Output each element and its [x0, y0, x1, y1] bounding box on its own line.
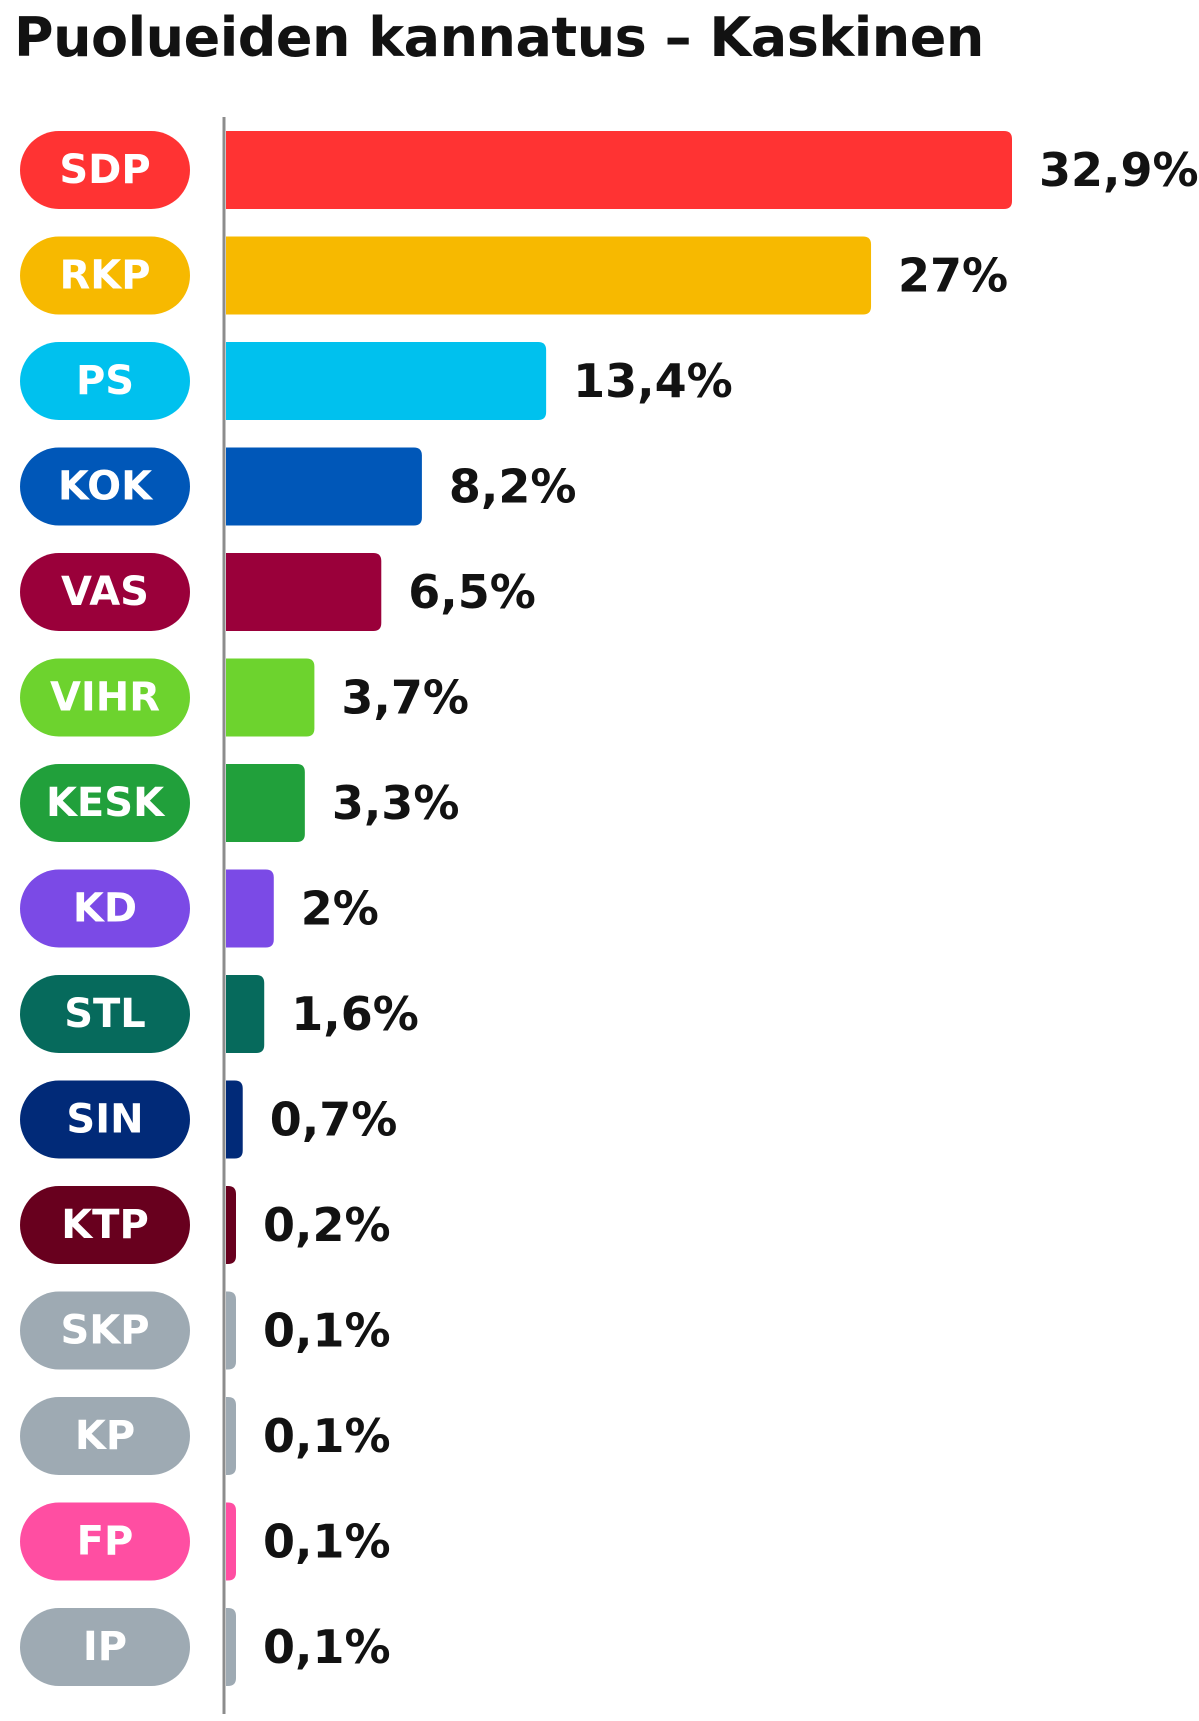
value-label-vihr: 3,7%	[341, 671, 469, 725]
category-label-kd: KD	[73, 886, 137, 932]
category-label-ps: PS	[76, 358, 134, 404]
bar-stl	[226, 975, 265, 1053]
category-pill-kesk	[20, 764, 190, 842]
category-pill-kd	[20, 869, 190, 948]
value-label-ktp: 0,2%	[263, 1198, 391, 1252]
bar-sdp	[226, 131, 1012, 209]
category-label-vihr: VIHR	[50, 675, 160, 721]
category-pill-kp	[20, 1397, 190, 1475]
chart-title: Puolueiden kannatus – Kaskinen	[14, 6, 984, 69]
bar-kp	[226, 1397, 236, 1475]
bar-ps	[226, 342, 547, 420]
bar-vas	[226, 553, 382, 631]
bar-skp	[226, 1291, 236, 1370]
bar-ip	[226, 1608, 236, 1686]
category-label-ktp: KTP	[61, 1202, 149, 1248]
bar-kesk	[226, 764, 305, 842]
category-label-ip: IP	[83, 1624, 127, 1670]
category-pill-ktp	[20, 1186, 190, 1264]
bar-kd	[226, 869, 274, 948]
category-pill-kok	[20, 447, 190, 526]
value-label-kp: 0,1%	[263, 1409, 391, 1463]
category-pill-stl	[20, 975, 190, 1053]
category-label-rkp: RKP	[59, 253, 150, 299]
category-pill-ps	[20, 342, 190, 420]
bar-sin	[226, 1080, 243, 1159]
value-label-vas: 6,5%	[408, 565, 536, 619]
category-pill-rkp	[20, 236, 190, 315]
bar-rkp	[226, 236, 872, 315]
category-label-kp: KP	[75, 1413, 135, 1459]
category-pill-ip	[20, 1608, 190, 1686]
category-pill-vas	[20, 553, 190, 631]
category-label-skp: SKP	[60, 1308, 149, 1354]
bar-kok	[226, 447, 422, 526]
value-label-skp: 0,1%	[263, 1304, 391, 1358]
category-label-kesk: KESK	[46, 780, 166, 826]
category-pill-sin	[20, 1080, 190, 1159]
bar-vihr	[226, 658, 315, 737]
category-pill-fp	[20, 1502, 190, 1581]
category-label-fp: FP	[77, 1519, 134, 1565]
value-label-fp: 0,1%	[263, 1515, 391, 1569]
category-pill-skp	[20, 1291, 190, 1370]
value-label-rkp: 27%	[898, 249, 1008, 303]
value-label-kesk: 3,3%	[332, 776, 460, 830]
category-pill-vihr	[20, 658, 190, 737]
category-label-vas: VAS	[61, 569, 149, 615]
value-label-ps: 13,4%	[573, 354, 733, 408]
category-pill-sdp	[20, 131, 190, 209]
value-label-stl: 1,6%	[291, 987, 419, 1041]
value-label-kd: 2%	[301, 882, 379, 936]
value-label-ip: 0,1%	[263, 1620, 391, 1674]
category-label-sin: SIN	[66, 1097, 143, 1143]
value-label-sdp: 32,9%	[1039, 143, 1199, 197]
category-label-stl: STL	[64, 991, 146, 1037]
category-label-sdp: SDP	[59, 147, 150, 193]
bar-fp	[226, 1502, 236, 1581]
value-label-kok: 8,2%	[449, 460, 577, 514]
value-label-sin: 0,7%	[270, 1093, 398, 1147]
bar-ktp	[226, 1186, 236, 1264]
category-label-kok: KOK	[58, 464, 154, 510]
